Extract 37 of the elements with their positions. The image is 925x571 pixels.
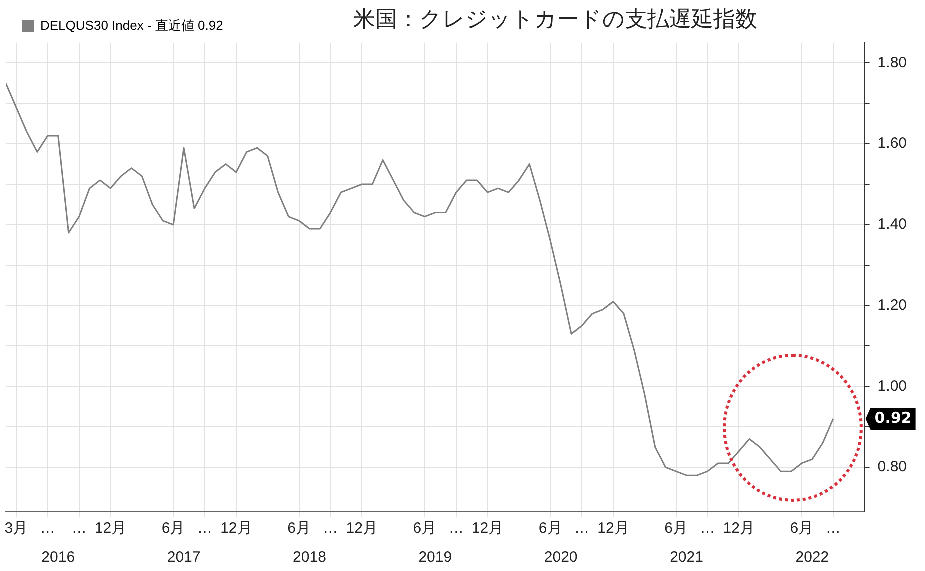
- x2-tick-label: 2017: [167, 549, 201, 566]
- x-tick-label: …: [323, 520, 338, 538]
- y-tick-label: 1.20: [878, 296, 908, 314]
- x-tick-label: …: [40, 520, 56, 538]
- x-tick-label: …: [574, 520, 590, 538]
- y-tick-label: 1.80: [878, 54, 908, 72]
- x-tick-label: …: [197, 520, 212, 538]
- x2-tick-label: 2019: [418, 549, 452, 566]
- x-tick-label: …: [448, 520, 464, 538]
- y-tick-label: 1.00: [878, 378, 908, 395]
- y-tick-label: 0.80: [878, 458, 908, 476]
- x-tick-label: 6月: [413, 520, 437, 538]
- y-tick-label: 1.60: [878, 135, 908, 152]
- y-tick-label: 1.40: [878, 216, 908, 234]
- x-tick-label: 6月: [288, 520, 311, 538]
- x2-tick-label: 2018: [293, 549, 326, 566]
- legend-label: DELQUS30 Index - 直近値 0.92: [40, 18, 224, 34]
- annotation: 0.92: [874, 408, 912, 427]
- x-tick-label: 3月: [4, 520, 28, 538]
- x-tick-label: 12月: [472, 520, 504, 538]
- x-tick-label: 6月: [664, 520, 688, 538]
- x-tick-label: 6月: [538, 520, 562, 538]
- x-tick-label: 12月: [598, 520, 630, 538]
- x2-tick-label: 2022: [796, 549, 830, 566]
- x-tick-label: 6月: [790, 520, 814, 538]
- x-tick-label: …: [826, 520, 841, 538]
- x-tick-label: 12月: [723, 520, 755, 538]
- x-tick-label: 12月: [346, 520, 378, 538]
- x-tick-label: 12月: [94, 520, 127, 538]
- x-tick-label: …: [700, 520, 716, 538]
- chart-title: 米国：クレジットカードの支払遅延指数: [354, 8, 758, 33]
- x-tick-label: …: [72, 520, 87, 538]
- x-tick-label: 12月: [220, 520, 252, 538]
- x2-tick-label: 2020: [544, 549, 578, 566]
- x2-tick-label: 2016: [42, 549, 76, 566]
- x2-tick-label: 2021: [670, 549, 704, 566]
- x-tick-label: 6月: [162, 520, 186, 538]
